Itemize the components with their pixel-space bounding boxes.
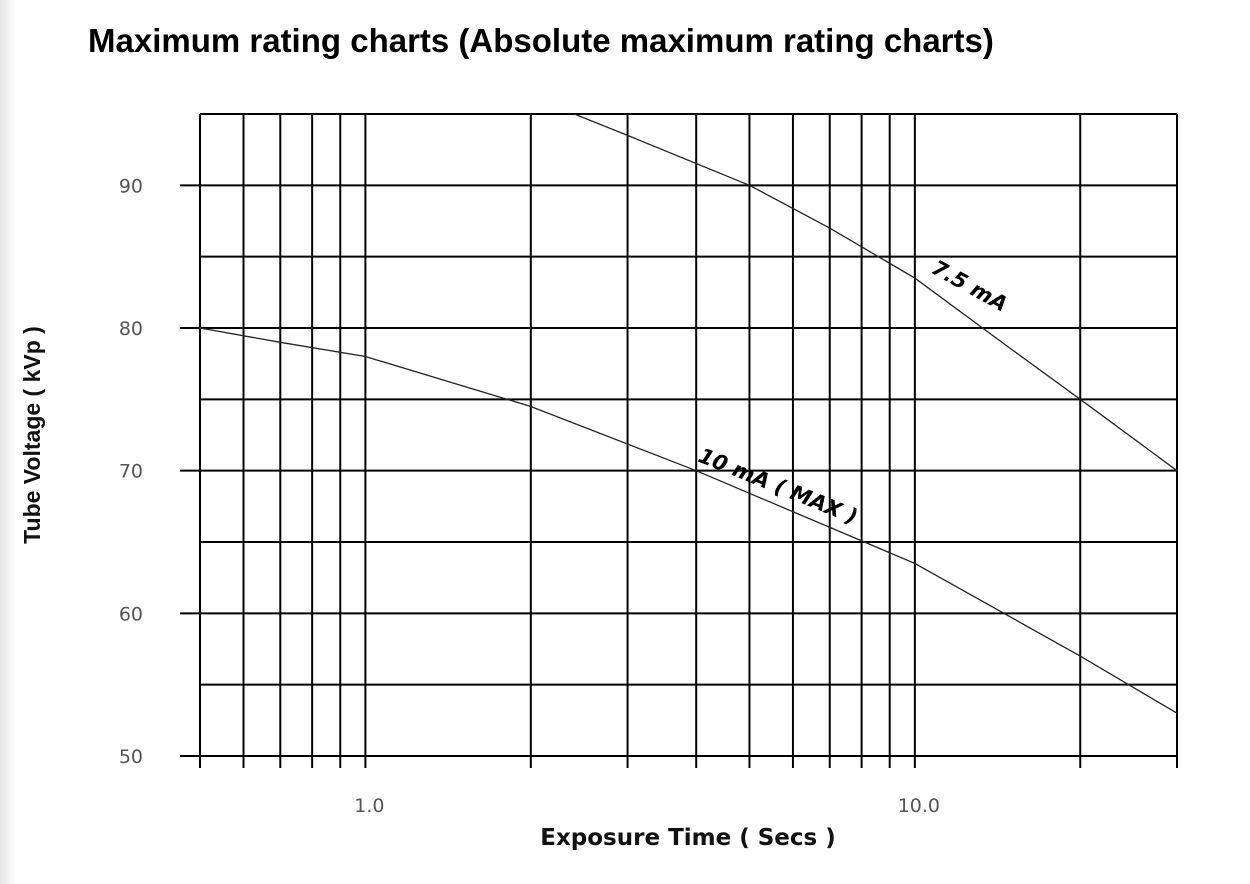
series-label-7-5ma: 7.5 mA [928,255,1012,316]
y-tick-label: 80 [119,318,143,340]
series-line-10ma-max [199,327,1178,714]
y-tick-label: 60 [119,603,143,625]
chart-labels: 50 60 70 80 90 1.0 10.0 Exposure Time ( Secs ) T… [19,175,1012,851]
chart-series [199,113,1178,714]
page-title: Maximum rating charts (Absolute maximum … [88,22,994,59]
x-tick-label: 1.0 [354,795,384,817]
y-axis-label: Tube Voltage ( kVp ) [19,326,45,544]
chart-grid [199,113,1178,757]
x-axis-label: Exposure Time ( Secs ) [540,825,836,851]
left-edge-shadow [0,0,16,884]
y-tick-label: 90 [119,175,143,197]
axis-ticks [180,184,1178,768]
y-tick-label: 50 [119,746,143,768]
y-tick-label: 70 [119,461,143,483]
x-tick-label: 10.0 [898,795,940,817]
series-label-10ma-max: 10 mA ( MAX ) [695,443,861,529]
series-line-7-5ma [574,113,1178,472]
